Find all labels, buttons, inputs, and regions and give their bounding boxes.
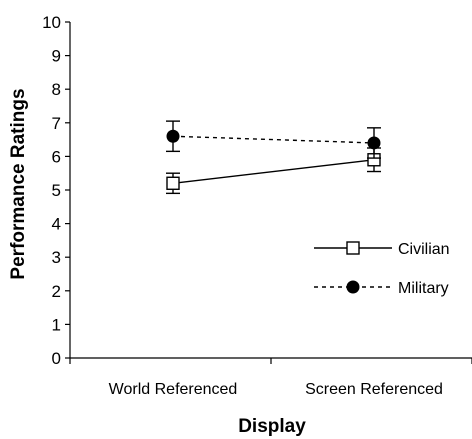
series-military [166,120,381,159]
y-tick-label: 1 [52,315,61,334]
x-axis-title: Display [238,416,306,437]
data-point [166,129,180,143]
legend-label: Civilian [398,241,450,258]
series-layer [166,120,381,195]
x-tick-label: World Referenced [109,381,238,398]
series-line [172,135,375,144]
legend: Civilian Military [314,241,450,297]
y-tick-label: 9 [52,47,61,66]
y-tick-label: 7 [52,114,61,133]
data-point [346,280,360,294]
x-tick-label: Screen Referenced [305,381,443,398]
y-tick-label: 2 [52,282,61,301]
y-axis: 0 1 2 3 4 5 6 7 8 9 10 [42,13,71,368]
y-tick-label: 4 [52,215,61,234]
data-point [166,176,180,190]
data-point [346,241,360,255]
legend-label: Military [398,280,449,297]
y-tick-label: 5 [52,181,61,200]
data-point [367,136,381,150]
y-tick-label: 10 [42,13,61,32]
y-tick-label: 6 [52,147,61,166]
y-tick-label: 0 [52,349,61,368]
x-axis: World Referenced Screen Referenced [69,357,472,398]
series-civilian [166,147,381,195]
y-tick-label: 8 [52,80,61,99]
y-axis-title: Performance Ratings [8,88,29,279]
series-line [172,159,375,184]
y-tick-label: 3 [52,248,61,267]
